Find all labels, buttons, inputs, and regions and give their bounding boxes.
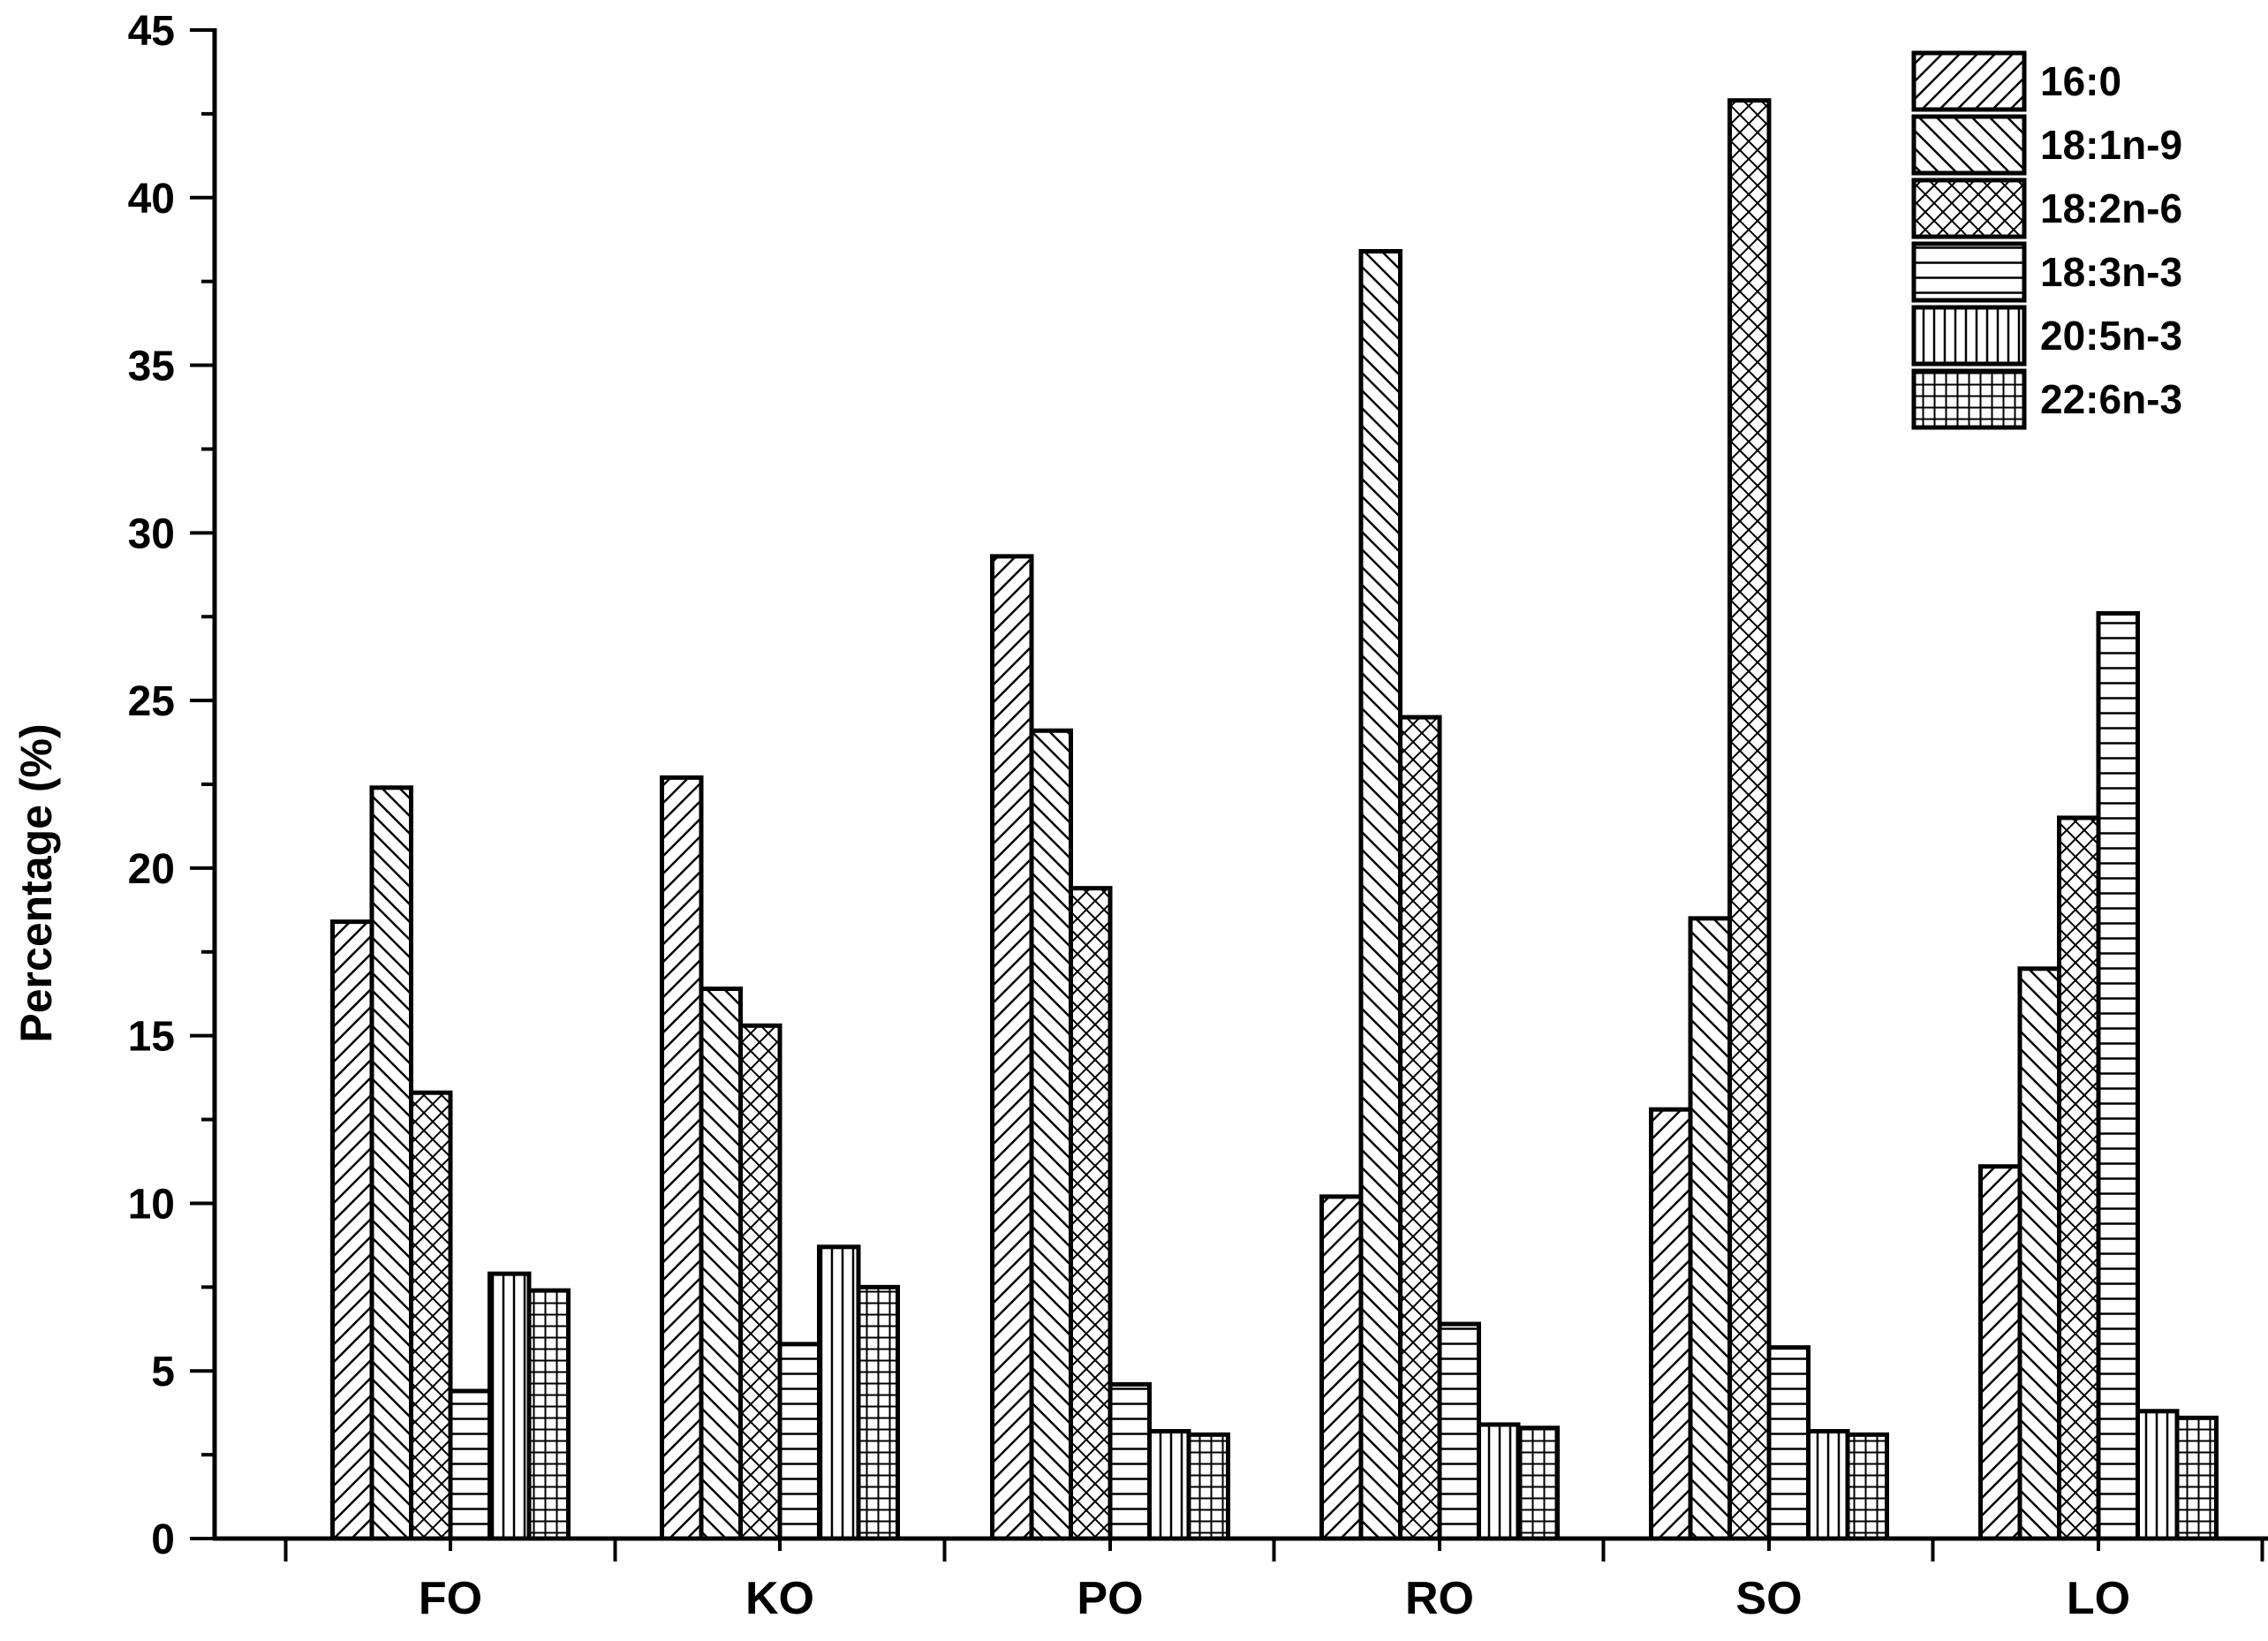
bar-so-3 (1766, 1345, 1811, 1541)
y-tick-label: 40 (128, 176, 175, 223)
bar-lo-5 (2174, 1415, 2219, 1541)
legend: 16:0 18:1n-9 18:2n-6 18:3n-3 20:5n-3 22:6n-3 (1911, 50, 2182, 430)
y-tick-label: 15 (128, 1014, 175, 1061)
legend-label: 18:2n-6 (2040, 185, 2182, 231)
bar-po-3 (1108, 1381, 1152, 1541)
legend-label: 16:0 (2040, 58, 2121, 104)
bar-po-0 (990, 554, 1034, 1541)
bar-ko-3 (777, 1342, 821, 1541)
bar-ko-2 (738, 1023, 782, 1541)
x-tick-label: KO (745, 1573, 814, 1624)
y-axis-label: Percentage (%) (11, 723, 61, 1042)
y-tick-label: 5 (151, 1349, 175, 1395)
legend-label: 22:6n-3 (2040, 376, 2182, 422)
legend-swatch (1911, 178, 2027, 239)
x-tick-label: LO (2067, 1573, 2130, 1624)
bar-po-5 (1186, 1432, 1230, 1541)
bar-ro-4 (1477, 1422, 1521, 1541)
bar-ro-3 (1437, 1321, 1481, 1541)
x-tick-label: FO (419, 1573, 482, 1624)
y-tick-label: 35 (128, 344, 175, 390)
bar-ko-1 (699, 987, 743, 1541)
bar-fo-3 (448, 1388, 492, 1541)
bar-ro-0 (1319, 1194, 1364, 1541)
legend-swatch (1911, 114, 2027, 176)
bar-po-4 (1147, 1429, 1191, 1541)
bar-so-5 (1845, 1432, 1889, 1541)
bar-so-1 (1688, 916, 1732, 1541)
axis-labels: Percentage (%) (11, 723, 61, 1042)
legend-swatch (1911, 241, 2027, 303)
bar-fo-4 (488, 1271, 532, 1541)
bar-ro-2 (1398, 715, 1442, 1541)
legend-swatch (1911, 305, 2027, 367)
bar-ko-5 (856, 1284, 900, 1541)
bar-so-4 (1806, 1429, 1850, 1541)
bar-fo-0 (330, 919, 374, 1541)
bar-lo-4 (2136, 1409, 2180, 1541)
y-tick-label: 10 (128, 1181, 175, 1228)
bar-so-0 (1649, 1107, 1693, 1541)
y-tick-label: 25 (128, 678, 175, 725)
bar-ro-1 (1358, 249, 1402, 1541)
bar-ro-5 (1516, 1425, 1560, 1541)
bar-fo-2 (409, 1090, 453, 1541)
legend-swatch (1911, 368, 2027, 430)
bar-lo-2 (2057, 815, 2101, 1541)
bar-so-2 (1727, 98, 1772, 1541)
x-tick-label: RO (1405, 1573, 1474, 1624)
bar-lo-0 (1978, 1164, 2022, 1541)
bar-fo-5 (526, 1288, 571, 1541)
legend-swatch (1911, 50, 2027, 112)
bar-po-2 (1069, 886, 1113, 1541)
legend-label: 20:5n-3 (2040, 313, 2182, 359)
bar-lo-3 (2096, 610, 2140, 1541)
bars (330, 98, 2219, 1541)
legend-label: 18:3n-3 (2040, 249, 2182, 295)
bar-ko-0 (660, 775, 704, 1541)
y-tick-label: 30 (128, 510, 175, 557)
y-tick-label: 45 (128, 8, 175, 55)
y-tick-label: 0 (151, 1516, 175, 1563)
legend-label: 18:1n-9 (2040, 122, 2182, 168)
y-tick-label: 20 (128, 846, 175, 893)
bar-po-1 (1029, 728, 1073, 1541)
x-tick-label: PO (1077, 1573, 1143, 1624)
bar-ko-4 (817, 1244, 861, 1541)
x-tick-label: SO (1735, 1573, 1802, 1624)
bar-lo-1 (2017, 966, 2061, 1541)
bar-fo-1 (369, 785, 413, 1541)
